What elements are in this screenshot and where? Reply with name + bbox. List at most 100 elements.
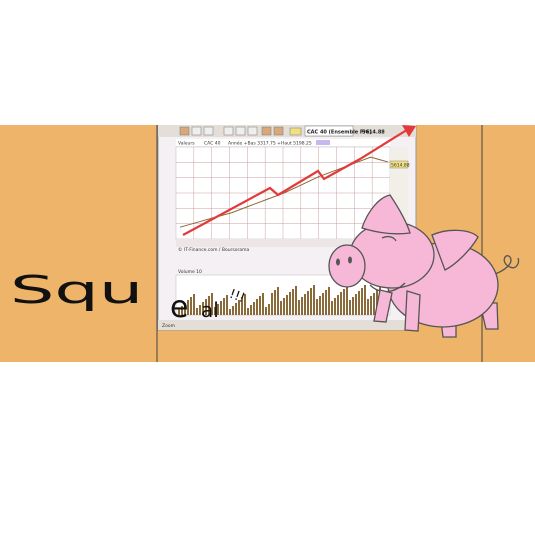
volume-bar — [220, 301, 222, 315]
volume-bar — [286, 295, 288, 315]
volume-bar — [223, 298, 225, 315]
volume-bar — [229, 309, 231, 315]
volume-bar — [322, 293, 324, 315]
caption-small: al — [201, 298, 219, 322]
volume-bar — [346, 286, 348, 315]
pig-nostril — [336, 258, 340, 266]
volume-bar — [226, 295, 228, 315]
index-title: CAC 40 (Ensemble Pré) — [307, 129, 372, 136]
volume-bar — [319, 296, 321, 315]
chart-header — [176, 139, 390, 146]
volume-bar — [178, 309, 180, 315]
caption-big: Squ — [10, 268, 143, 312]
volume-bar — [271, 293, 273, 315]
volume-bar — [208, 296, 210, 315]
tool-button-icon[interactable] — [179, 126, 190, 136]
arrow-head-icon — [402, 125, 416, 137]
volume-bar — [304, 294, 306, 315]
volume-bar — [307, 291, 309, 315]
volume-bar — [352, 297, 354, 315]
pig-front-leg — [404, 290, 421, 332]
tool-button-icon[interactable] — [247, 126, 258, 136]
volume-label: Volume 10 — [178, 269, 202, 275]
pig-nostril — [348, 256, 352, 264]
volume-bar — [241, 297, 243, 315]
volume-bar — [280, 301, 282, 315]
pig-front-leg — [373, 289, 393, 323]
volume-bar — [268, 304, 270, 315]
header-middle: Année +Bas 3317.75 +Haut 5198.25 — [228, 140, 312, 147]
volume-bar — [331, 301, 333, 315]
pig-tail — [491, 255, 520, 276]
volume-bar — [358, 291, 360, 315]
volume-bar — [334, 298, 336, 315]
caption-mid: e — [170, 290, 188, 325]
volume-bar — [232, 306, 234, 315]
volume-bar — [247, 308, 249, 315]
tool-button-icon[interactable] — [235, 126, 246, 136]
pig-ear-right — [431, 229, 479, 271]
volume-bar — [277, 287, 279, 315]
volume-bar — [370, 296, 372, 315]
volume-bar — [292, 289, 294, 315]
price-label: 5614.88 — [391, 163, 410, 169]
volume-bar — [373, 293, 375, 315]
volume-bar — [181, 306, 183, 315]
date-axis — [176, 239, 390, 247]
volume-bar — [193, 294, 195, 315]
volume-bar — [187, 300, 189, 315]
pig-snout — [328, 244, 366, 288]
volume-bar — [196, 308, 198, 315]
volume-bar — [310, 288, 312, 315]
tool-button-icon[interactable] — [223, 126, 234, 136]
tool-button-icon[interactable] — [289, 127, 302, 136]
tool-button-icon[interactable] — [273, 126, 284, 136]
volume-bar — [211, 293, 213, 315]
pig-eye-icon — [381, 235, 397, 242]
volume-bar — [214, 307, 216, 315]
volume-bar — [295, 286, 297, 315]
volume-bar — [238, 300, 240, 315]
volume-bar — [262, 293, 264, 315]
volume-bar — [316, 299, 318, 315]
volume-bar — [250, 305, 252, 315]
volume-bar — [217, 304, 219, 315]
footer-label: Zoom — [162, 323, 175, 329]
volume-bar — [364, 285, 366, 315]
volume-bar — [313, 285, 315, 315]
volume-bar — [355, 294, 357, 315]
index-title-box — [304, 125, 354, 137]
volume-bar — [367, 299, 369, 315]
last-price: 5614.88 — [362, 130, 385, 136]
price-label-box — [389, 160, 409, 169]
volume-bar — [184, 303, 186, 315]
caption-tail: !!! — [227, 287, 247, 306]
volume-bar — [199, 305, 201, 315]
pig-illustration — [328, 194, 520, 338]
tool-button-icon[interactable] — [203, 126, 214, 136]
tool-button-icon[interactable] — [261, 126, 272, 136]
volume-bar — [202, 302, 204, 315]
volume-bar — [205, 299, 207, 315]
volume-bar — [190, 297, 192, 315]
header-left: Valeurs — [178, 141, 195, 147]
chart-footer — [158, 320, 416, 330]
volume-bar — [235, 303, 237, 315]
volume-bar — [244, 294, 246, 315]
volume-bar — [256, 299, 258, 315]
volume-bar — [265, 307, 267, 315]
header-index: CAC 40 — [204, 141, 221, 147]
volume-bar — [259, 296, 261, 315]
legend-swatch — [316, 140, 330, 145]
tool-button-icon[interactable] — [191, 126, 202, 136]
volume-bar — [337, 295, 339, 315]
pig-ear-left — [361, 194, 411, 235]
source-label: © IT-Finance.com / Boursorama — [178, 246, 249, 253]
volume-bar — [301, 297, 303, 315]
volume-bar — [283, 298, 285, 315]
rising-arrow — [182, 125, 416, 236]
volume-bar — [328, 287, 330, 315]
banner: CAC 40 (Ensemble Pré) 5614.88 Valeurs CA… — [0, 125, 535, 362]
volume-bar — [325, 290, 327, 315]
volume-bar — [274, 290, 276, 315]
